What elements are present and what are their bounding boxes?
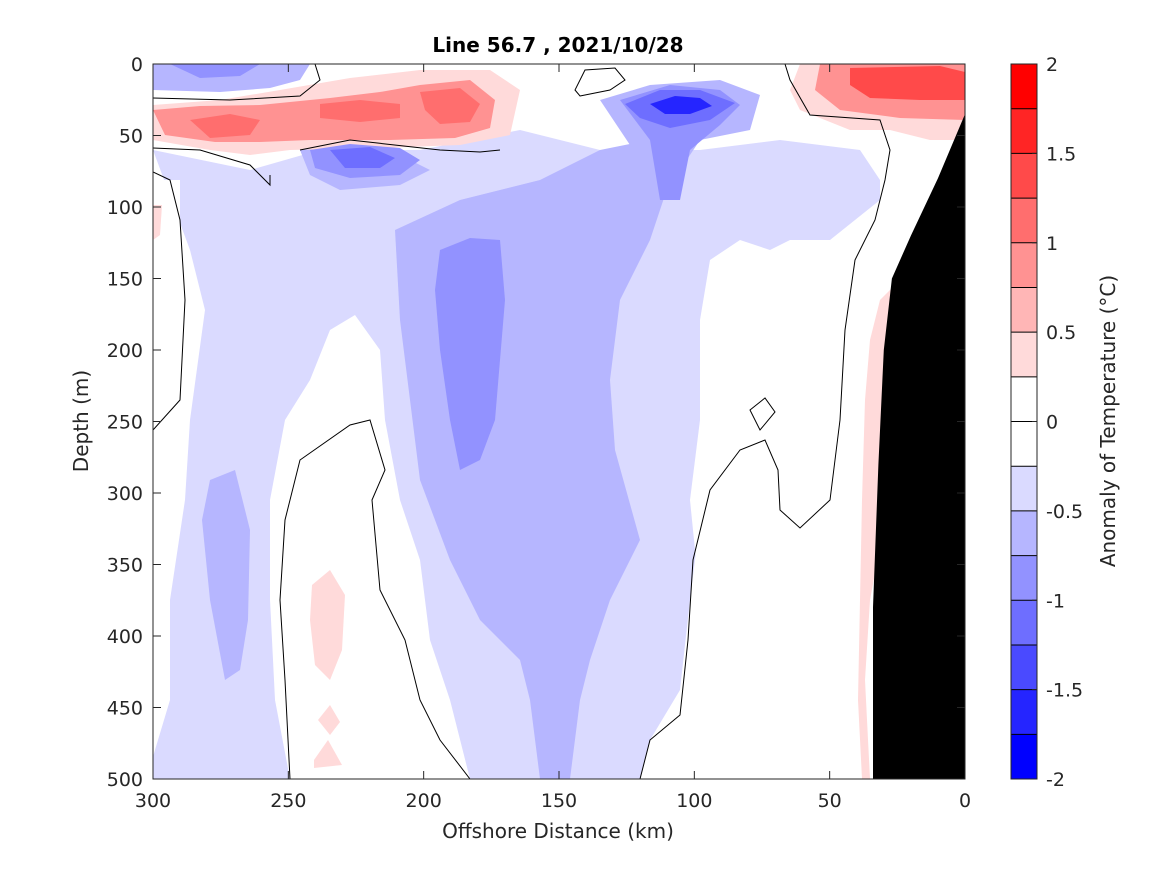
chart-title: Line 56.7 , 2021/10/28: [432, 33, 683, 57]
x-tick-label: 100: [676, 790, 712, 812]
x-tick-label: 250: [270, 790, 306, 812]
colorbar-tick-label: -1.5: [1046, 680, 1083, 702]
colorbar-segment: [1011, 510, 1037, 556]
zero-contour-5: [639, 64, 891, 779]
x-tick-label: 0: [959, 790, 971, 812]
colorbar-tick-label: 0: [1046, 412, 1058, 434]
colorbar-segment: [1011, 376, 1037, 422]
contour-fill-blue-deep-core: [650, 96, 712, 114]
colorbar-segment: [1011, 108, 1037, 154]
zero-contour-4: [279, 419, 471, 779]
x-axis: 300 250 200 150 100 50 0: [135, 64, 971, 812]
colorbar-segment: [1011, 555, 1037, 601]
colorbar-segment: [1011, 64, 1037, 109]
colorbar-tick-label: -0.5: [1046, 501, 1083, 523]
colorbar-segment: [1011, 600, 1037, 645]
colorbar-tick-label: -2: [1046, 769, 1065, 791]
zero-contour-7: [749, 397, 776, 431]
colorbar-segment: [1011, 287, 1037, 333]
x-tick-label: 50: [818, 790, 842, 812]
y-tick-label: 50: [119, 126, 143, 148]
zero-contour-1: [153, 64, 321, 101]
colorbar-segment: [1011, 242, 1037, 288]
colorbar-segment: [1011, 198, 1037, 243]
y-axis: 0 50 100 150 200 250 300 350 400 450 500: [107, 54, 965, 791]
y-axis-label: Depth (m): [69, 370, 93, 472]
colorbar-segment: [1011, 644, 1037, 690]
contour-fill-blue-core: [435, 238, 505, 470]
contour-fill-medblue-left: [202, 470, 250, 680]
x-tick-label: 200: [406, 790, 442, 812]
contour-fill-blue-surface-core: [170, 64, 260, 78]
plot-area: [152, 63, 966, 780]
contour-fill-red-patch-3: [314, 740, 342, 768]
contour-fills: [153, 64, 965, 779]
colorbar-segment: [1011, 689, 1037, 735]
contour-fill-red-patch-1: [310, 570, 345, 680]
y-tick-label: 400: [107, 626, 143, 648]
colorbar-segment: [1011, 421, 1037, 467]
colorbar-tick-label: 0.5: [1046, 322, 1076, 344]
colorbar-segment: [1011, 466, 1037, 511]
zero-contour-2: [153, 147, 271, 187]
contour-fill-red-patch-2: [318, 705, 340, 735]
colorbar-tick-label: 1: [1046, 233, 1058, 255]
y-tick-label: 500: [107, 769, 143, 791]
x-tick-label: 150: [541, 790, 577, 812]
contour-fill-red-core-2: [320, 100, 400, 122]
colorbar-tick-label: 2: [1046, 54, 1058, 76]
zero-contour-3: [153, 171, 186, 431]
y-tick-label: 450: [107, 698, 143, 720]
colorbar-tick-label: 1.5: [1046, 143, 1076, 165]
y-tick-label: 150: [107, 269, 143, 291]
y-tick-label: 100: [107, 197, 143, 219]
colorbar-segment: [1011, 734, 1037, 779]
colorbar-tick-label: -1: [1046, 590, 1065, 612]
contour-fill-red-core-right: [850, 66, 965, 100]
zero-contour-6: [574, 67, 626, 97]
bathymetry-mask: [873, 114, 965, 779]
zero-contour-8: [299, 139, 501, 153]
contour-fill-red-core-3: [420, 88, 480, 124]
contour-hole-2: [155, 180, 180, 430]
x-tick-label: 300: [135, 790, 171, 812]
y-tick-label: 300: [107, 483, 143, 505]
contour-fill-blue-sub-core: [330, 147, 395, 168]
contour-hole-3: [640, 210, 870, 779]
colorbar-segment: [1011, 332, 1037, 377]
colorbar: 2 1.5 1 0.5 0 -0.5 -1 -1.5 -2: [1010, 54, 1083, 791]
y-tick-label: 250: [107, 412, 143, 434]
y-tick-label: 350: [107, 555, 143, 577]
colorbar-segment: [1011, 153, 1037, 199]
y-tick-label: 0: [131, 54, 143, 76]
contour-fill-red-patch-4: [153, 205, 162, 240]
x-axis-label: Offshore Distance (km): [442, 819, 674, 843]
colorbar-label: Anomaly of Temperature (°C): [1096, 275, 1120, 567]
y-tick-label: 200: [107, 340, 143, 362]
contour-fill-red-core-1: [190, 114, 260, 138]
